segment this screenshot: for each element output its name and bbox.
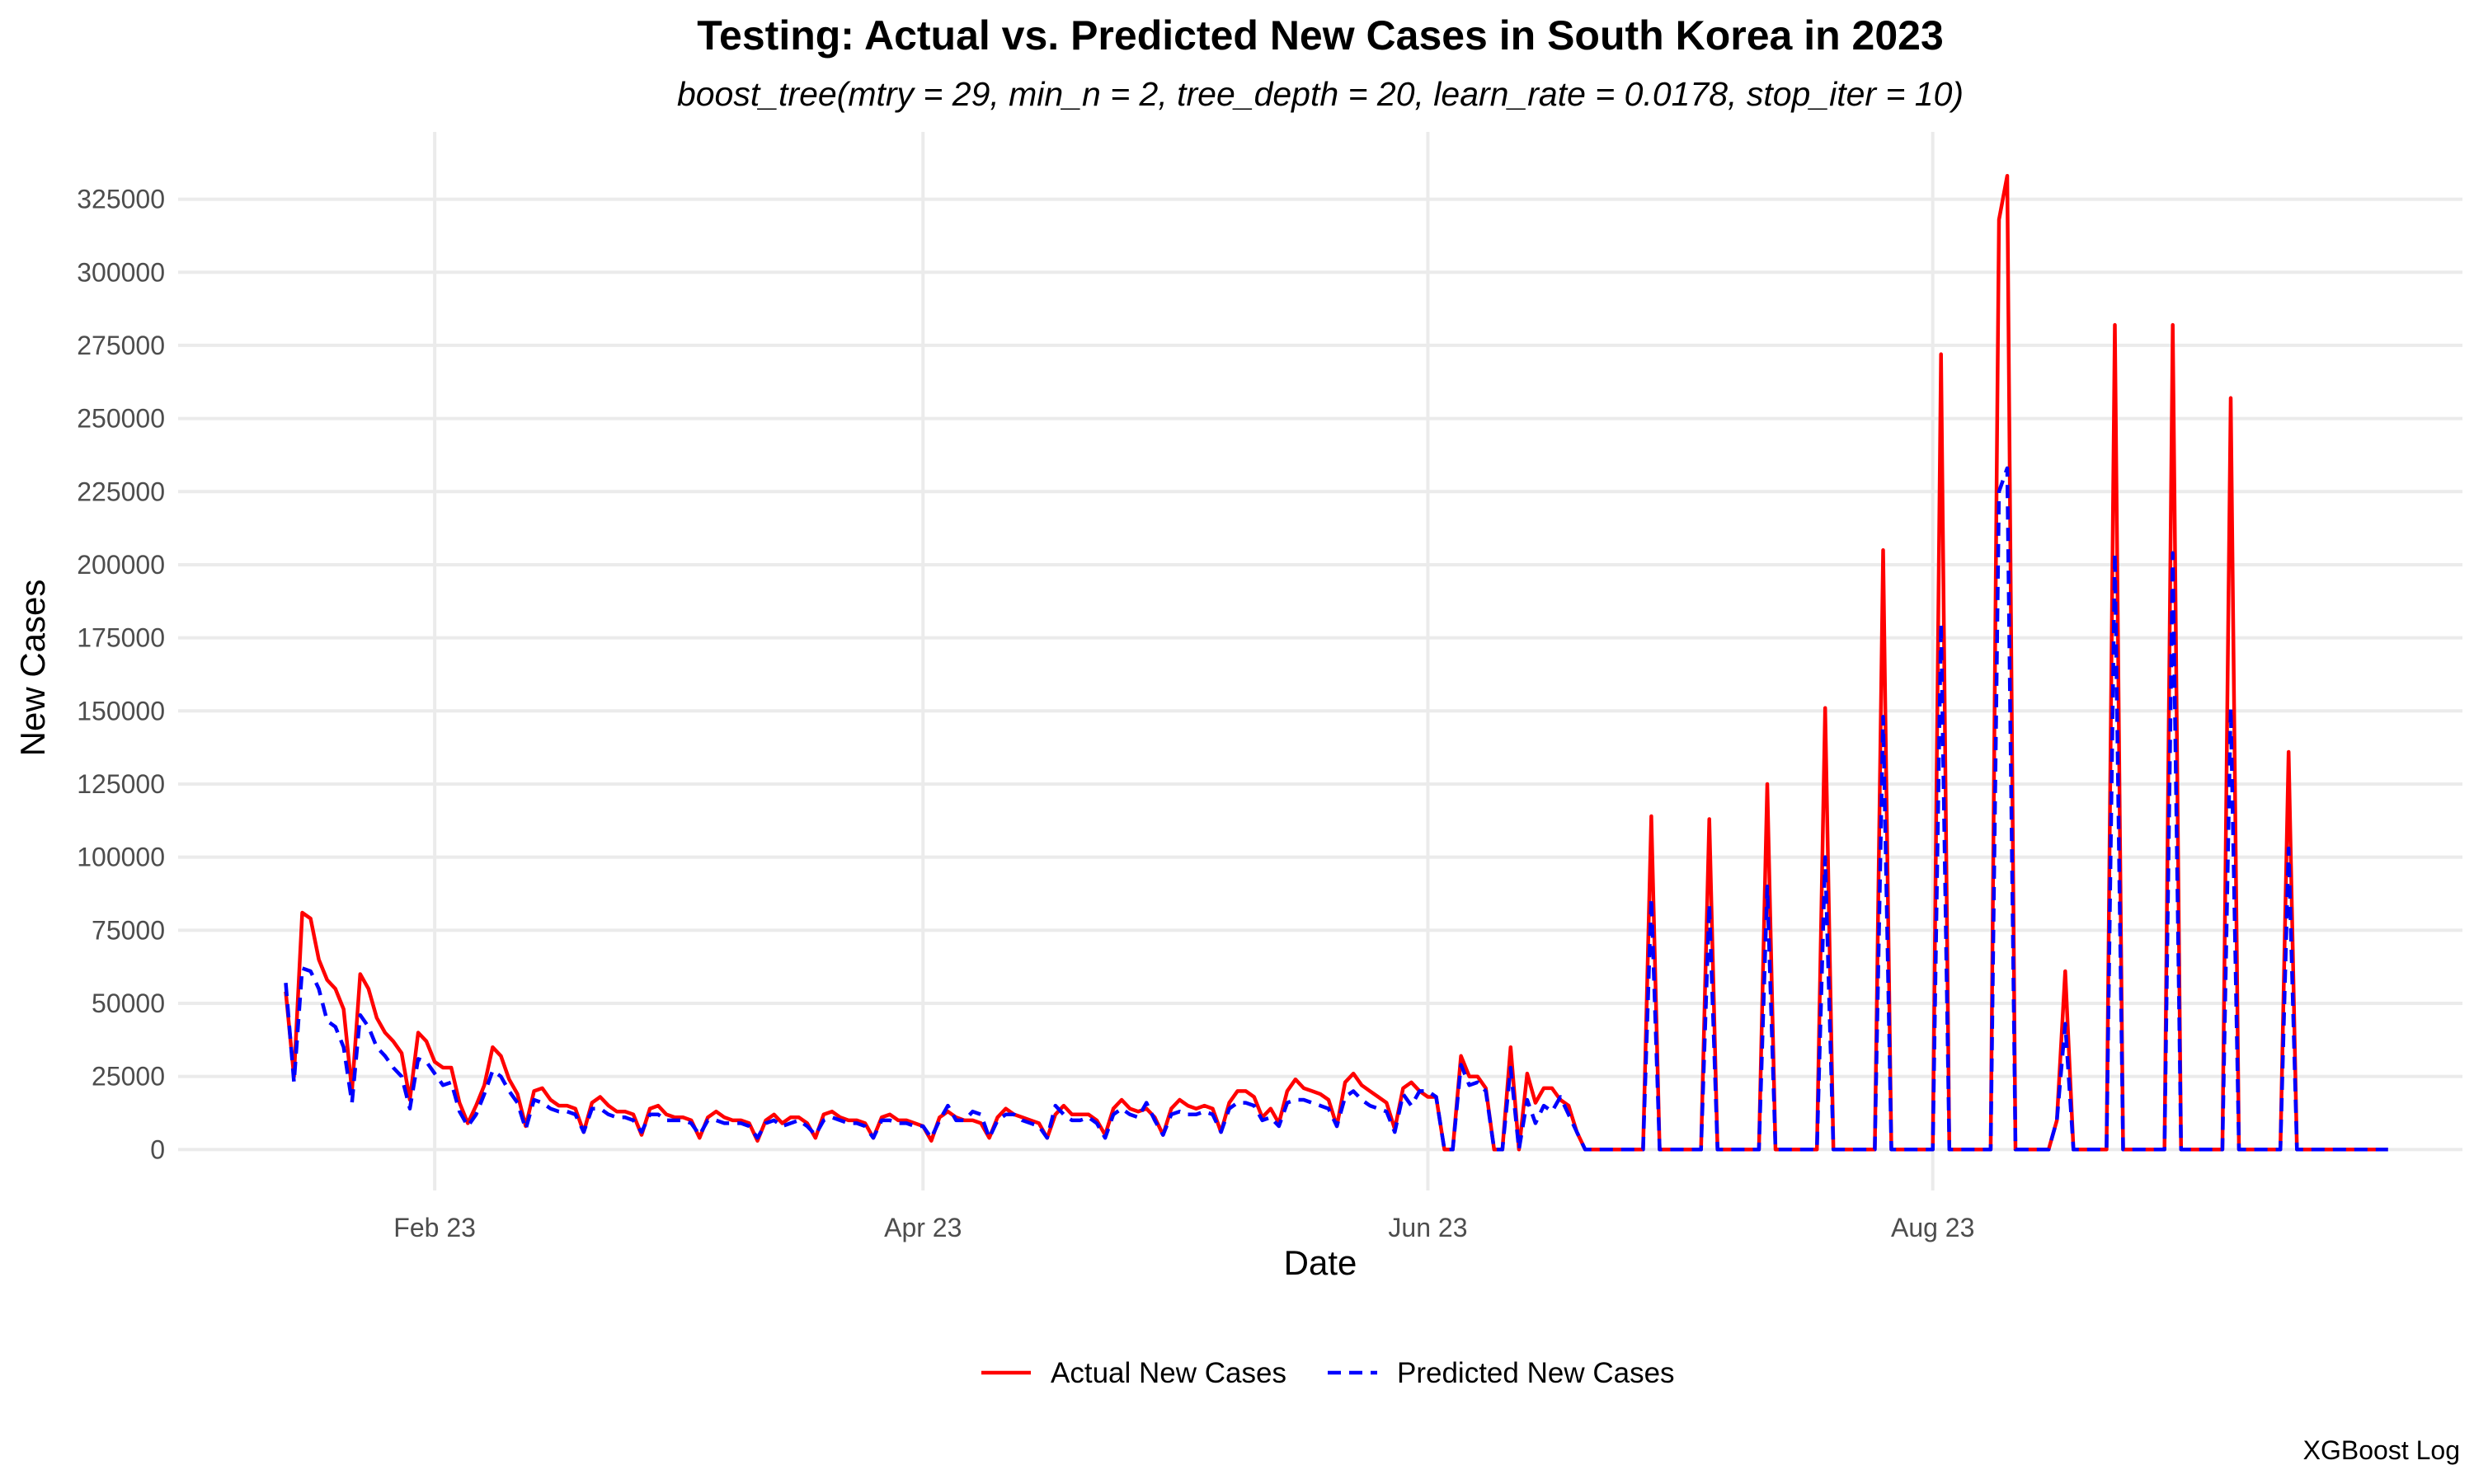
x-tick-label: Aug 23 <box>1891 1213 1974 1242</box>
chart-title: Testing: Actual vs. Predicted New Cases … <box>697 12 1944 59</box>
y-tick-label: 0 <box>150 1134 165 1164</box>
x-tick-label: Feb 23 <box>393 1213 476 1242</box>
x-axis-title: Date <box>1284 1243 1357 1282</box>
legend-label-actual: Actual New Cases <box>1051 1357 1286 1389</box>
x-axis-ticks: Feb 23 Apr 23 Jun 23 Aug 23 <box>393 1213 1974 1242</box>
y-tick-label: 325000 <box>77 185 165 214</box>
x-tick-label: Apr 23 <box>884 1213 962 1242</box>
legend-label-predicted: Predicted New Cases <box>1397 1357 1675 1389</box>
y-tick-label: 50000 <box>92 989 165 1018</box>
grid-lines <box>178 132 2462 1190</box>
y-tick-label: 275000 <box>77 331 165 360</box>
y-tick-label: 100000 <box>77 843 165 872</box>
predicted-series-line <box>284 466 2388 1152</box>
y-tick-label: 125000 <box>77 769 165 799</box>
chart-caption: XGBoost Log <box>2303 1435 2460 1465</box>
y-axis-title: New Cases <box>13 580 52 757</box>
series-lines <box>284 173 2388 1152</box>
y-axis-ticks: 0 25000 50000 75000 100000 125000 150000 175000… <box>77 185 165 1165</box>
y-tick-label: 250000 <box>77 404 165 434</box>
y-tick-label: 200000 <box>77 550 165 580</box>
y-tick-label: 225000 <box>77 477 165 506</box>
y-tick-label: 175000 <box>77 623 165 653</box>
y-tick-label: 300000 <box>77 257 165 287</box>
chart-subtitle: boost_tree(mtry = 29, min_n = 2, tree_de… <box>677 75 1964 113</box>
y-tick-label: 150000 <box>77 696 165 726</box>
legend: Actual New Cases Predicted New Cases <box>981 1357 1675 1389</box>
x-tick-label: Jun 23 <box>1388 1213 1467 1242</box>
y-tick-label: 75000 <box>92 915 165 945</box>
y-tick-label: 25000 <box>92 1062 165 1092</box>
